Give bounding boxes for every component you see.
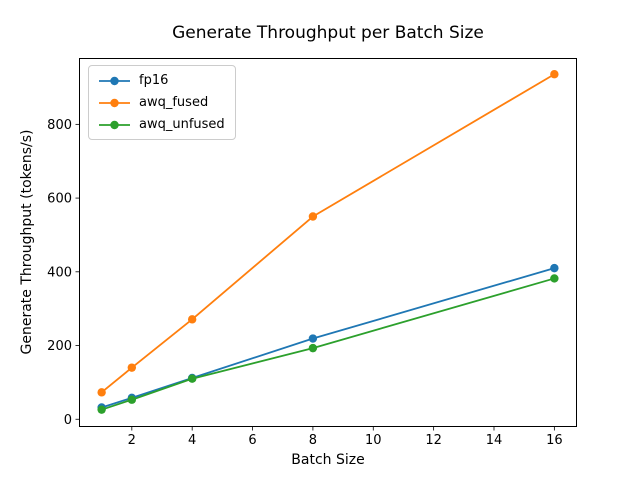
x-tick-label: 14 bbox=[486, 433, 503, 448]
legend-label: awq_unfused bbox=[139, 117, 225, 132]
x-tick-label: 6 bbox=[248, 433, 256, 448]
legend-label: awq_fused bbox=[139, 95, 209, 110]
legend-line-marker-icon bbox=[99, 76, 130, 85]
series-line-awq_unfused bbox=[100, 277, 556, 411]
y-tick-label: 0 bbox=[64, 413, 72, 428]
x-axis-label: Batch Size bbox=[291, 452, 365, 468]
x-tick-label: 10 bbox=[365, 433, 382, 448]
series-marker-awq_fused bbox=[187, 315, 197, 324]
series-marker-awq_unfused bbox=[550, 274, 559, 283]
series-marker-fp16 bbox=[550, 263, 559, 273]
y-tick-label: 400 bbox=[47, 265, 72, 280]
legend-label: fp16 bbox=[139, 73, 169, 88]
legend-line-marker-icon bbox=[99, 98, 130, 107]
series-marker-awq_unfused bbox=[97, 405, 106, 414]
x-tick-label: 12 bbox=[425, 433, 442, 448]
legend-item-awq_unfused: awq_unfused bbox=[98, 115, 225, 134]
series-marker-awq_fused bbox=[97, 388, 106, 397]
series-marker-awq_unfused bbox=[187, 374, 197, 383]
series-marker-awq_fused bbox=[550, 70, 559, 79]
legend: fp16 awq_fused awq_unfused bbox=[88, 65, 236, 140]
legend-item-fp16: fp16 bbox=[98, 71, 225, 90]
y-tick-label: 600 bbox=[47, 192, 72, 207]
legend-line-marker-icon bbox=[99, 120, 130, 129]
series-marker-awq_unfused bbox=[308, 343, 318, 353]
series-marker-awq_fused bbox=[127, 363, 137, 372]
y-tick-label: 800 bbox=[47, 118, 72, 133]
series-marker-awq_fused bbox=[308, 212, 318, 221]
series-marker-fp16 bbox=[308, 334, 318, 343]
x-tick-label: 4 bbox=[188, 433, 196, 448]
x-tick-label: 16 bbox=[546, 433, 563, 448]
chart-title: Generate Throughput per Batch Size bbox=[172, 23, 484, 43]
series-marker-awq_unfused bbox=[127, 395, 137, 404]
legend-item-awq_fused: awq_fused bbox=[98, 93, 225, 112]
y-tick-label: 200 bbox=[47, 339, 72, 354]
x-tick-label: 2 bbox=[128, 433, 136, 448]
x-tick-label: 8 bbox=[309, 433, 317, 448]
plot-spines bbox=[79, 58, 577, 427]
